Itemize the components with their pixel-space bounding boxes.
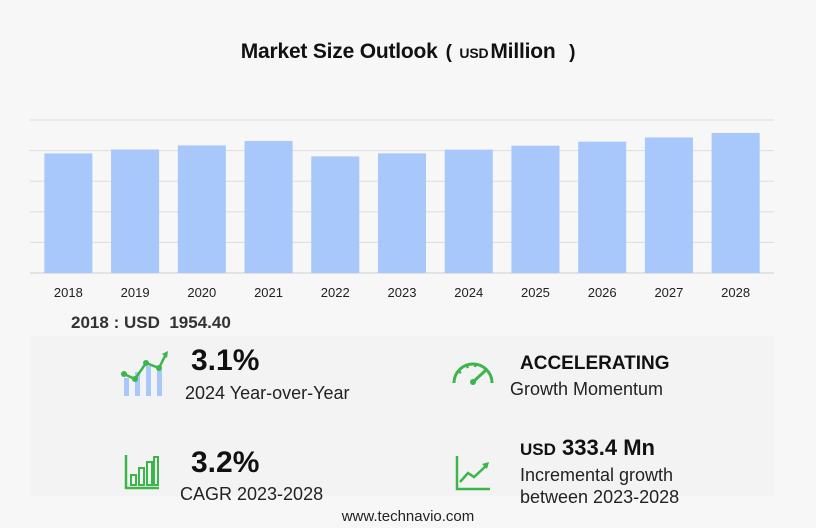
chart-growth-icon (121, 351, 168, 396)
cagr-label: CAGR 2023-2028 (180, 484, 324, 504)
x-tick-2021: 2021 (254, 285, 283, 300)
x-tick-2027: 2027 (654, 285, 683, 300)
yoy-label: 2024 Year-over-Year (185, 383, 350, 403)
bar-chart-icon (124, 455, 159, 490)
x-tick-2019: 2019 (121, 285, 150, 300)
base-separator: : (113, 313, 120, 332)
cagr-value: 3.2% (191, 446, 260, 479)
bar-2025 (511, 145, 560, 273)
yoy-value: 3.1% (191, 344, 260, 377)
x-tick-2018: 2018 (54, 285, 83, 300)
bar-chart: 2018 2019 2020 2021 2022 2023 2024 2025 2026 2027… (30, 119, 774, 300)
x-tick-2022: 2022 (321, 285, 350, 300)
bar-2024 (444, 149, 493, 273)
trend-line-icon (455, 456, 490, 491)
title-scale: Million (490, 40, 556, 63)
momentum-label: Growth Momentum (510, 379, 664, 399)
title-unit: USD (459, 45, 489, 61)
incremental-amount: 333.4 Mn (562, 435, 655, 460)
bar-2026 (578, 141, 627, 273)
incremental-value: USD 333.4 Mn (520, 435, 655, 461)
bar-2018 (44, 153, 93, 273)
x-tick-2026: 2026 (588, 285, 617, 300)
speedometer-icon (452, 362, 494, 385)
momentum-value: ACCELERATING (520, 353, 670, 374)
chart-title: Market Size Outlook ( USDMillion ) (0, 40, 816, 64)
base-year: 2018 (71, 313, 109, 332)
x-tick-2028: 2028 (721, 285, 750, 300)
x-tick-2025: 2025 (521, 285, 550, 300)
base-unit: USD (123, 313, 160, 332)
base-amount: 1954.40 (169, 313, 231, 332)
base-year-value: 2018 : USD 1954.40 (71, 313, 231, 333)
title-text: Market Size Outlook (240, 40, 438, 63)
x-tick-2020: 2020 (187, 285, 216, 300)
title-paren-close: ) (569, 42, 576, 63)
title-paren-open: ( (445, 42, 452, 63)
bar-2019 (111, 149, 160, 273)
bar-2028 (711, 132, 760, 273)
incremental-label-2: between 2023-2028 (520, 487, 680, 507)
bar-2020 (177, 145, 226, 273)
x-tick-2024: 2024 (454, 285, 483, 300)
bar-2022 (311, 156, 360, 273)
x-tick-2023: 2023 (388, 285, 417, 300)
incremental-label-1: Incremental growth (520, 465, 674, 485)
bar-2023 (377, 153, 427, 273)
footer-url: www.technavio.com (341, 508, 475, 525)
bar-2021 (244, 140, 293, 273)
incremental-unit: USD (520, 440, 556, 459)
bar-2027 (644, 137, 693, 273)
